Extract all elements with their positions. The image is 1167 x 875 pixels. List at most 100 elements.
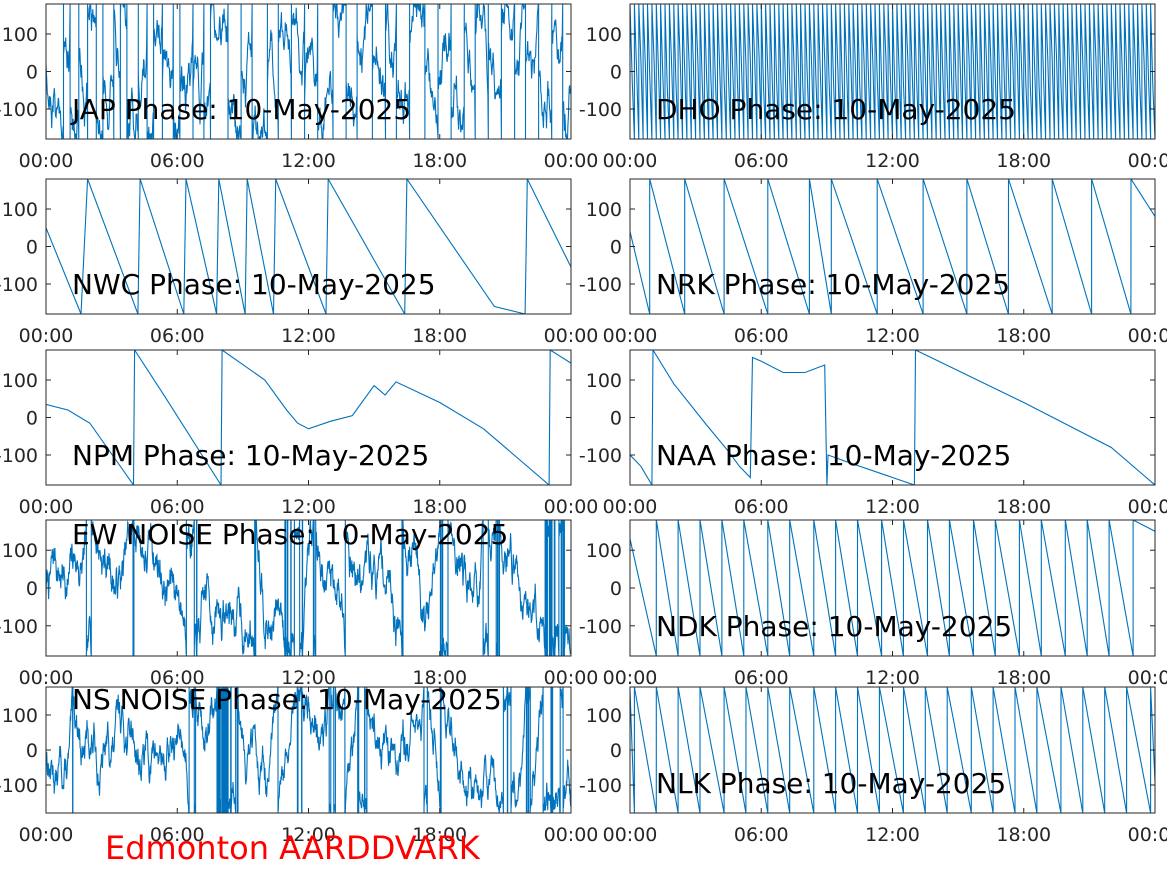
x-tick-label: 00:00: [603, 824, 658, 846]
x-tick-label: 18:00: [996, 667, 1051, 689]
x-tick-label: 06:00: [734, 824, 789, 846]
y-tick-label: -100: [579, 274, 622, 296]
phase-series-line: [46, 179, 571, 314]
x-tick-label: 00:00: [19, 496, 74, 518]
phase-series-line: [630, 687, 1155, 813]
phase-panel: 100 0 -100 00:00 06:00 12:00 18:00 00:00 NDK Pha…: [579, 519, 1167, 689]
x-tick-label: 00:00: [544, 325, 599, 347]
x-tick-label: 06:00: [150, 667, 205, 689]
y-tick-label: 0: [26, 237, 38, 259]
phase-panel: 100 0 -100 00:00 06:00 12:00 18:00 00:00 DHO Pha…: [579, 3, 1167, 172]
x-tick-label: 12:00: [281, 496, 336, 518]
x-tick-label: 00:00: [544, 824, 599, 846]
phase-series-line: [46, 350, 571, 485]
x-tick-label: 00:00: [19, 667, 74, 689]
x-tick-label: 18:00: [996, 325, 1051, 347]
x-tick-label: 12:00: [281, 150, 336, 172]
x-tick-label: 06:00: [734, 325, 789, 347]
x-tick-label: 12:00: [865, 150, 920, 172]
x-tick-label: 06:00: [150, 496, 205, 518]
x-tick-label: 00:00: [1128, 150, 1167, 172]
panel-title: NLK Phase: 10-May-2025: [656, 767, 1006, 800]
y-tick-label: 100: [586, 24, 622, 46]
y-tick-label: 0: [610, 740, 622, 762]
x-tick-label: 00:00: [544, 667, 599, 689]
x-tick-label: 12:00: [281, 667, 336, 689]
y-tick-label: 100: [2, 540, 38, 562]
x-tick-label: 18:00: [412, 150, 467, 172]
y-tick-label: -100: [0, 274, 38, 296]
y-tick-label: 0: [26, 740, 38, 762]
y-tick-label: -100: [0, 445, 38, 467]
phase-panel: 100 0 -100 00:00 06:00 12:00 18:00 00:00 NWC Pha…: [0, 178, 599, 347]
y-tick-label: -100: [0, 99, 38, 121]
x-tick-label: 06:00: [734, 150, 789, 172]
x-tick-label: 00:00: [19, 824, 74, 846]
y-tick-label: 0: [610, 62, 622, 84]
y-tick-label: -100: [579, 775, 622, 797]
x-tick-label: 00:00: [603, 150, 658, 172]
phase-series-line: [630, 4, 1155, 139]
phase-series-line: [46, 687, 571, 813]
x-tick-label: 18:00: [412, 496, 467, 518]
y-tick-label: 100: [586, 199, 622, 221]
x-tick-label: 06:00: [150, 325, 205, 347]
x-tick-label: 18:00: [412, 824, 467, 846]
x-tick-label: 12:00: [865, 824, 920, 846]
y-tick-label: 100: [586, 540, 622, 562]
x-tick-label: 00:00: [603, 667, 658, 689]
y-tick-label: -100: [579, 99, 622, 121]
x-tick-label: 00:00: [603, 325, 658, 347]
x-tick-label: 00:00: [544, 150, 599, 172]
x-tick-label: 12:00: [865, 325, 920, 347]
panel-title: NPM Phase: 10-May-2025: [72, 439, 429, 472]
y-tick-label: 100: [586, 705, 622, 727]
y-tick-label: 100: [2, 199, 38, 221]
panel-title: NS NOISE Phase: 10-May-2025: [72, 683, 502, 716]
y-tick-label: 100: [2, 24, 38, 46]
panel-title: NRK Phase: 10-May-2025: [656, 268, 1010, 301]
panel-title: JAP Phase: 10-May-2025: [70, 93, 411, 126]
y-tick-label: 100: [2, 705, 38, 727]
x-tick-label: 18:00: [996, 824, 1051, 846]
x-tick-label: 18:00: [412, 667, 467, 689]
x-tick-label: 12:00: [865, 667, 920, 689]
x-tick-label: 06:00: [734, 667, 789, 689]
phase-series-line: [630, 350, 1155, 485]
x-tick-label: 00:00: [544, 496, 599, 518]
phase-panel: 100 0 -100 00:00 06:00 12:00 18:00 00:00 NS NOIS…: [0, 683, 598, 846]
y-tick-label: 100: [2, 370, 38, 392]
panel-title: NDK Phase: 10-May-2025: [656, 610, 1012, 643]
x-tick-label: 00:00: [1128, 667, 1167, 689]
x-tick-label: 12:00: [281, 824, 336, 846]
y-tick-label: -100: [0, 775, 38, 797]
x-tick-label: 12:00: [281, 325, 336, 347]
y-tick-label: 100: [586, 370, 622, 392]
phase-series-line: [630, 520, 1155, 656]
panel-title: EW NOISE Phase: 10-May-2025: [72, 518, 508, 551]
x-tick-label: 18:00: [996, 496, 1051, 518]
y-tick-label: 0: [610, 578, 622, 600]
panel-title: NAA Phase: 10-May-2025: [656, 439, 1011, 472]
x-tick-label: 06:00: [150, 150, 205, 172]
station-label: Edmonton AARDDVARK: [105, 829, 481, 867]
y-tick-label: 0: [26, 578, 38, 600]
x-tick-label: 06:00: [734, 496, 789, 518]
phase-series-line: [46, 4, 571, 139]
phase-panel: 100 0 -100 00:00 06:00 12:00 18:00 00:00 NPM Pha…: [0, 349, 599, 518]
x-tick-label: 00:00: [19, 325, 74, 347]
y-tick-label: -100: [579, 616, 622, 638]
y-tick-label: -100: [0, 616, 38, 638]
x-tick-label: 00:00: [1128, 496, 1167, 518]
phase-series-line: [630, 179, 1155, 314]
x-tick-label: 06:00: [150, 824, 205, 846]
panel-title: DHO Phase: 10-May-2025: [656, 93, 1016, 126]
x-tick-label: 18:00: [996, 150, 1051, 172]
y-tick-label: 0: [26, 408, 38, 430]
x-tick-label: 12:00: [865, 496, 920, 518]
phase-panel: 100 0 -100 00:00 06:00 12:00 18:00 00:00 JAP Pha…: [0, 3, 599, 172]
phase-panel: 100 0 -100 00:00 06:00 12:00 18:00 00:00 NLK Pha…: [579, 686, 1167, 846]
x-tick-label: 00:00: [603, 496, 658, 518]
phase-panel: 100 0 -100 00:00 06:00 12:00 18:00 00:00 EW NOIS…: [0, 518, 598, 689]
